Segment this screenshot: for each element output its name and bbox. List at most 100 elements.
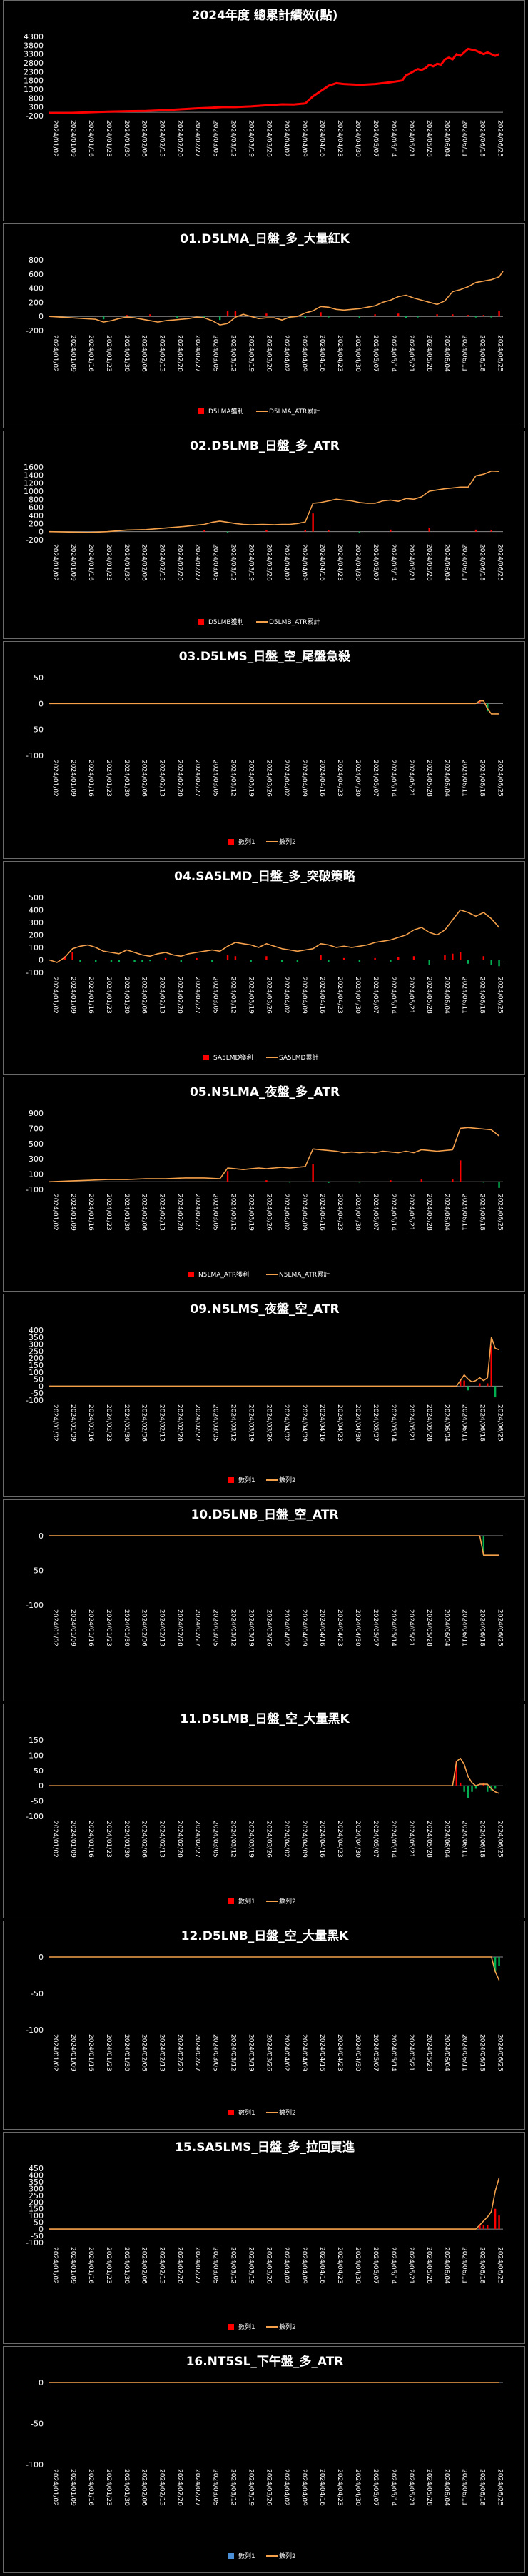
bar-mark bbox=[452, 953, 454, 960]
y-tick-label: 300 bbox=[29, 1340, 44, 1349]
x-tick-label: 2024/04/16 bbox=[318, 1404, 325, 1442]
x-tick-label: 2024/06/11 bbox=[461, 1821, 468, 1858]
y-tick-label: 200 bbox=[29, 298, 44, 307]
x-tick-label: 2024/01/09 bbox=[69, 2469, 76, 2506]
x-tick-label: 2024/05/21 bbox=[407, 1821, 415, 1858]
x-tick-label: 2024/01/30 bbox=[123, 2469, 130, 2506]
x-tick-label: 2024/02/20 bbox=[176, 1609, 183, 1646]
x-tick-label: 2024/05/14 bbox=[390, 2469, 397, 2506]
bar-mark bbox=[474, 529, 477, 532]
x-tick-label: 2024/06/04 bbox=[443, 977, 450, 1014]
bar-mark bbox=[482, 956, 485, 960]
y-tick-label: 0 bbox=[39, 1953, 44, 1962]
x-tick-label: 2024/04/30 bbox=[354, 2034, 361, 2071]
x-tick-label: 2024/04/09 bbox=[300, 2034, 308, 2071]
x-tick-label: 2024/04/30 bbox=[354, 335, 361, 372]
bar-mark bbox=[490, 530, 492, 532]
x-tick-label: 2024/01/23 bbox=[105, 335, 112, 372]
bar-mark bbox=[218, 316, 221, 321]
bar-mark bbox=[460, 1160, 462, 1182]
legend-label: 數列2 bbox=[279, 1897, 296, 1906]
x-tick-label: 2024/04/09 bbox=[300, 335, 308, 372]
x-tick-label: 2024/04/02 bbox=[283, 335, 290, 372]
x-tick-label: 2024/05/28 bbox=[425, 335, 432, 372]
x-tick-label: 2024/03/12 bbox=[229, 2247, 236, 2284]
y-tick-label: -100 bbox=[26, 2238, 44, 2248]
bar-mark bbox=[312, 1164, 314, 1182]
x-tick-label: 2024/03/26 bbox=[265, 335, 272, 372]
x-tick-label: 2024/04/16 bbox=[318, 2247, 325, 2284]
x-tick-label: 2024/05/21 bbox=[407, 2247, 415, 2284]
bar-mark bbox=[79, 960, 81, 962]
x-tick-label: 2024/04/30 bbox=[354, 1404, 361, 1442]
x-tick-label: 2024/03/19 bbox=[247, 335, 254, 372]
y-tick-label: 100 bbox=[29, 943, 44, 952]
chart-panel-8: 10.D5LNB_日盤_空_ATR -100 -50 0 2024/01/02 2024/… bbox=[3, 1499, 525, 1701]
legend-label: 數列1 bbox=[238, 1476, 255, 1484]
x-tick-label: 2024/05/14 bbox=[390, 544, 397, 581]
y-tick-label: 0 bbox=[39, 1781, 44, 1791]
x-tick-label: 2024/01/02 bbox=[51, 1404, 59, 1442]
chart-svg: 04.SA5LMD_日盤_多_突破策略 -100 0 100 200 300 400 500 2… bbox=[26, 869, 503, 1062]
series-line bbox=[49, 1127, 500, 1183]
series-line bbox=[49, 1956, 500, 1981]
y-tick-label: 0 bbox=[39, 528, 44, 537]
legend-label: D5LMA_ATR累計 bbox=[269, 407, 320, 416]
y-tick-label: 350 bbox=[29, 1333, 44, 1342]
bar-mark bbox=[296, 960, 299, 962]
chart-title: 01.D5LMA_日盤_多_大量紅K bbox=[180, 231, 350, 246]
y-tick-label: -50 bbox=[31, 1989, 44, 1998]
y-tick-label: 50 bbox=[34, 2218, 44, 2228]
x-tick-label: 2024/02/13 bbox=[158, 120, 166, 157]
x-tick-label: 2024/03/26 bbox=[265, 977, 272, 1014]
x-tick-label: 2024/01/02 bbox=[51, 1821, 59, 1858]
x-tick-label: 2024/06/04 bbox=[443, 1609, 450, 1646]
legend-label: D5LMB獲利 bbox=[208, 618, 244, 626]
x-tick-label: 2024/04/23 bbox=[336, 1821, 343, 1858]
bar-mark bbox=[234, 956, 237, 960]
x-tick-label: 2024/04/09 bbox=[300, 1821, 308, 1858]
x-tick-label: 2024/03/05 bbox=[212, 977, 219, 1014]
x-tick-label: 2024/06/25 bbox=[497, 120, 504, 157]
bar-mark bbox=[149, 314, 151, 317]
bar-mark bbox=[328, 316, 330, 318]
x-tick-label: 2024/04/09 bbox=[300, 2247, 308, 2284]
y-tick-label: 400 bbox=[29, 2170, 44, 2180]
x-tick-label: 2024/03/12 bbox=[229, 120, 236, 157]
x-tick-label: 2024/01/16 bbox=[87, 2034, 94, 2071]
x-tick-label: 2024/02/20 bbox=[176, 2469, 183, 2506]
y-tick-label: 1600 bbox=[24, 463, 44, 472]
x-tick-label: 2024/05/14 bbox=[390, 1404, 397, 1442]
chart-title: 12.D5LNB_日盤_空_大量黑K bbox=[181, 1928, 350, 1943]
chart-svg: 11.D5LMB_日盤_空_大量黑K -100 -50 0 50 100 150 2024/0… bbox=[26, 1711, 503, 1906]
x-tick-label: 2024/01/09 bbox=[69, 1194, 76, 1231]
x-tick-label: 2024/03/19 bbox=[247, 977, 254, 1014]
chart-panel-1: 2024年度 總累計績效(點) -200 300 800 1300 1800 2300 280… bbox=[3, 0, 525, 221]
x-tick-label: 2024/02/13 bbox=[158, 1609, 166, 1646]
x-tick-label: 2024/01/16 bbox=[87, 977, 94, 1014]
x-tick-label: 2024/05/14 bbox=[390, 977, 397, 1014]
x-tick-label: 2024/01/16 bbox=[87, 544, 94, 581]
x-tick-label: 2024/01/16 bbox=[87, 335, 94, 372]
bar-mark bbox=[126, 315, 128, 317]
y-tick-label: -50 bbox=[31, 1797, 44, 1806]
x-tick-label: 2024/01/09 bbox=[69, 335, 76, 372]
x-tick-label: 2024/04/02 bbox=[283, 2247, 290, 2284]
bar-mark bbox=[498, 311, 500, 317]
bar-mark bbox=[482, 2225, 485, 2230]
x-tick-label: 2024/06/18 bbox=[479, 2469, 486, 2506]
x-tick-label: 2024/04/02 bbox=[283, 1609, 290, 1646]
x-tick-label: 2024/03/26 bbox=[265, 544, 272, 581]
y-tick-label: 200 bbox=[29, 931, 44, 940]
x-tick-label: 2024/06/25 bbox=[497, 760, 504, 797]
bar-mark bbox=[487, 1383, 489, 1387]
bar-mark bbox=[390, 1180, 392, 1182]
x-tick-label: 2024/03/12 bbox=[229, 2469, 236, 2506]
x-tick-label: 2024/02/20 bbox=[176, 544, 183, 581]
x-tick-label: 2024/01/02 bbox=[51, 544, 59, 581]
legend-label: SA5LMD累計 bbox=[279, 1053, 318, 1062]
bar-mark bbox=[196, 957, 198, 960]
x-tick-label: 2024/06/18 bbox=[479, 1609, 486, 1646]
x-tick-label: 2024/03/19 bbox=[247, 1404, 254, 1442]
x-tick-label: 2024/03/26 bbox=[265, 2469, 272, 2506]
